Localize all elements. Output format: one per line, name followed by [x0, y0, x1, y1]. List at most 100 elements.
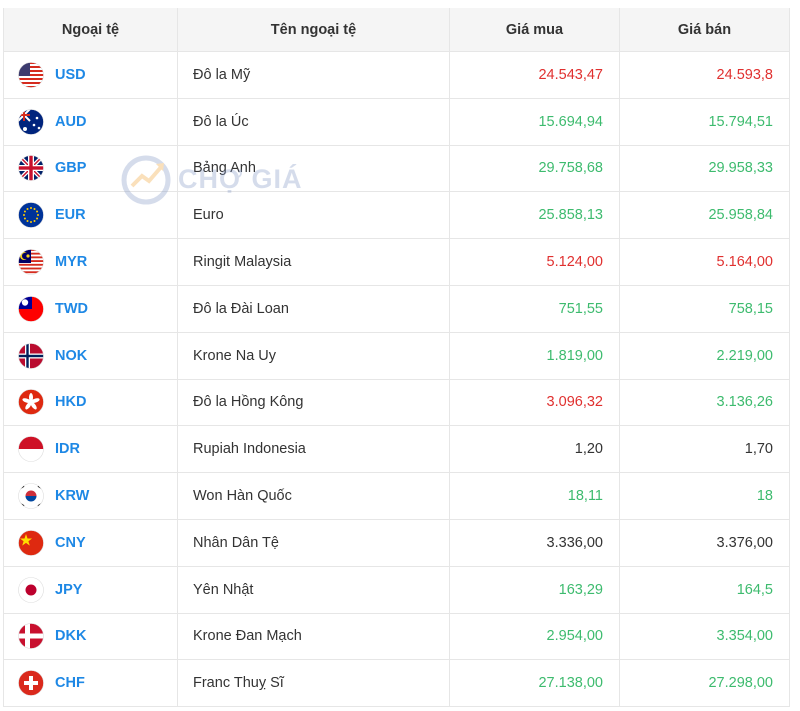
- currency-code: IDR: [3, 426, 178, 473]
- table-header: Ngoại tệ Tên ngoại tệ Giá mua Giá bán: [3, 8, 790, 52]
- currency-code: NOK: [3, 332, 178, 379]
- sell-price: 18: [620, 473, 790, 519]
- buy-price: 2.954,00: [450, 613, 620, 660]
- buy-price: 27.138,00: [450, 660, 620, 707]
- currency-code-link[interactable]: IDR: [55, 441, 80, 458]
- currency-code: KRW: [3, 473, 178, 519]
- rate-row: CHF Franc Thuỵ Sĩ 27.138,00 27.298,00: [3, 660, 790, 708]
- currency-name: Won Hàn Quốc: [178, 473, 450, 519]
- rate-row: EUR Euro 25.858,13 25.958,84: [3, 192, 790, 240]
- currency-code: AUD: [3, 98, 178, 145]
- rate-table: Ngoại tệ Tên ngoại tệ Giá mua Giá bán US…: [3, 8, 790, 708]
- currency-name: Euro: [178, 192, 450, 239]
- currency-code: DKK: [3, 613, 178, 660]
- flag-icon: [18, 436, 44, 463]
- currency-code: TWD: [3, 285, 178, 332]
- buy-price: 25.858,13: [450, 192, 620, 239]
- sell-price: 3.354,00: [620, 613, 790, 660]
- sell-price: 5.164,00: [620, 239, 790, 285]
- buy-price: 163,29: [450, 566, 620, 613]
- currency-name: Nhân Dân Tệ: [178, 519, 450, 566]
- currency-code: HKD: [3, 379, 178, 426]
- sell-price: 2.219,00: [620, 332, 790, 379]
- currency-code-link[interactable]: HKD: [55, 394, 87, 411]
- sell-price: 27.298,00: [620, 660, 790, 707]
- header-cell: Tên ngoại tệ: [178, 8, 450, 51]
- rate-row: TWD Đô la Đài Loan 751,55 758,15: [3, 285, 790, 333]
- currency-code-link[interactable]: CHF: [55, 675, 85, 692]
- currency-code: GBP: [3, 145, 178, 192]
- buy-price: 3.096,32: [450, 379, 620, 426]
- flag-icon: [18, 576, 44, 603]
- currency-code-link[interactable]: EUR: [55, 207, 86, 224]
- currency-code-link[interactable]: DKK: [55, 628, 87, 645]
- sell-price: 24.593,8: [620, 52, 790, 98]
- flag-icon: [18, 155, 44, 182]
- currency-name: Đô la Mỹ: [178, 52, 450, 98]
- rate-row: JPY Yên Nhật 163,29 164,5: [3, 566, 790, 614]
- currency-name: Bảng Anh: [178, 145, 450, 192]
- sell-price: 164,5: [620, 566, 790, 613]
- flag-icon: [18, 296, 44, 322]
- sell-price: 3.136,26: [620, 379, 790, 426]
- currency-name: Yên Nhật: [178, 566, 450, 613]
- currency-code-link[interactable]: TWD: [55, 300, 89, 317]
- currency-name: Krone Na Uy: [178, 332, 450, 379]
- currency-name: Franc Thuỵ Sĩ: [178, 660, 450, 707]
- flag-icon: [18, 623, 44, 650]
- currency-name: Đô la Úc: [178, 98, 450, 145]
- flag-icon: [18, 483, 44, 509]
- currency-name: Đô la Hồng Kông: [178, 379, 450, 426]
- rate-row: MYR Ringit Malaysia 5.124,00 5.164,00: [3, 239, 790, 286]
- rate-row: DKK Krone Đan Mạch 2.954,00 3.354,00: [3, 613, 790, 661]
- sell-price: 29.958,33: [620, 145, 790, 192]
- buy-price: 1,20: [450, 426, 620, 473]
- currency-code: CHF: [3, 660, 178, 707]
- currency-name: Krone Đan Mạch: [178, 613, 450, 660]
- rate-row: NOK Krone Na Uy 1.819,00 2.219,00: [3, 332, 790, 380]
- rate-row: KRW Won Hàn Quốc 18,11 18: [3, 473, 790, 520]
- buy-price: 751,55: [450, 285, 620, 332]
- currency-code-link[interactable]: USD: [55, 66, 86, 83]
- currency-code-link[interactable]: MYR: [55, 254, 88, 271]
- buy-price: 24.543,47: [450, 52, 620, 98]
- currency-code-link[interactable]: AUD: [55, 113, 87, 130]
- currency-name: Ringit Malaysia: [178, 239, 450, 285]
- rate-row: CNY Nhân Dân Tệ 3.336,00 3.376,00: [3, 519, 790, 567]
- buy-price: 3.336,00: [450, 519, 620, 566]
- currency-code: JPY: [3, 566, 178, 613]
- rate-row: IDR Rupiah Indonesia 1,20 1,70: [3, 426, 790, 474]
- buy-price: 29.758,68: [450, 145, 620, 192]
- flag-icon: [18, 108, 44, 135]
- header-cell: Ngoại tệ: [3, 8, 178, 51]
- header-cell: Giá bán: [620, 8, 790, 51]
- buy-price: 15.694,94: [450, 98, 620, 145]
- sell-price: 15.794,51: [620, 98, 790, 145]
- flag-icon: [18, 530, 44, 556]
- currency-code-link[interactable]: GBP: [55, 160, 87, 177]
- currency-code: EUR: [3, 192, 178, 239]
- currency-code: USD: [3, 52, 178, 98]
- sell-price: 3.376,00: [620, 519, 790, 566]
- rate-row: USD Đô la Mỹ 24.543,47 24.593,8: [3, 52, 790, 99]
- buy-price: 5.124,00: [450, 239, 620, 285]
- currency-code: CNY: [3, 519, 178, 566]
- currency-code-link[interactable]: KRW: [55, 488, 90, 505]
- flag-icon: [18, 202, 44, 229]
- currency-name: Đô la Đài Loan: [178, 285, 450, 332]
- rate-row: GBP Bảng Anh 29.758,68 29.958,33: [3, 145, 790, 193]
- currency-code-link[interactable]: NOK: [55, 347, 88, 364]
- currency-code-link[interactable]: JPY: [55, 581, 83, 598]
- rate-row: AUD Đô la Úc 15.694,94 15.794,51: [3, 98, 790, 146]
- flag-icon: [18, 342, 44, 369]
- currency-code: MYR: [3, 239, 178, 285]
- header-cell: Giá mua: [450, 8, 620, 51]
- buy-price: 1.819,00: [450, 332, 620, 379]
- buy-price: 18,11: [450, 473, 620, 519]
- flag-icon: [18, 249, 44, 275]
- sell-price: 758,15: [620, 285, 790, 332]
- currency-code-link[interactable]: CNY: [55, 534, 86, 551]
- flag-icon: [18, 670, 44, 697]
- flag-icon: [18, 62, 44, 88]
